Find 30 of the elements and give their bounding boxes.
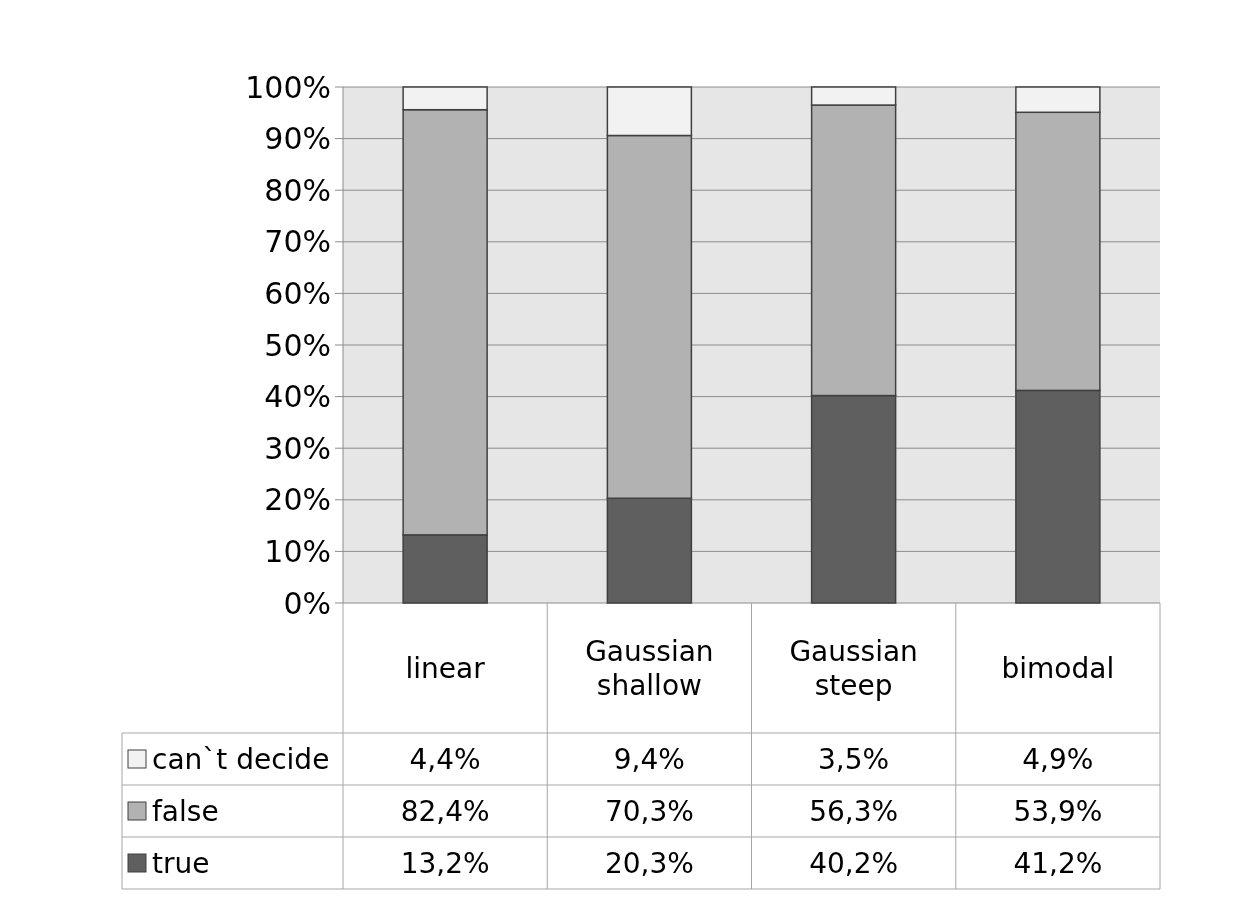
y-tick-label: 10% xyxy=(264,533,331,569)
data-label: 4,4% xyxy=(409,742,481,776)
y-tick-label: 50% xyxy=(264,327,331,363)
legend-label: false xyxy=(152,794,219,828)
data-label: 9,4% xyxy=(613,742,685,776)
x-tick-label: bimodal xyxy=(1001,651,1115,685)
y-tick-label: 70% xyxy=(264,224,331,260)
legend-label: true xyxy=(152,846,210,880)
data-label: 41,2% xyxy=(1013,846,1103,880)
data-label: 20,3% xyxy=(604,846,694,880)
legend-label: can`t decide xyxy=(152,742,330,776)
x-tick-label: linear xyxy=(405,651,486,685)
y-tick-label: 90% xyxy=(264,121,331,157)
data-label: 4,9% xyxy=(1022,742,1094,776)
y-tick-label: 80% xyxy=(264,172,331,208)
data-label: 56,3% xyxy=(809,794,899,828)
y-tick-label: 60% xyxy=(264,275,331,311)
data-label: 3,5% xyxy=(818,742,890,776)
data-label: 82,4% xyxy=(400,794,490,828)
data-label: 40,2% xyxy=(809,846,899,880)
y-tick-label: 30% xyxy=(264,430,331,466)
x-tick-label: Gaussian steep xyxy=(789,634,918,702)
y-tick-label: 100% xyxy=(245,69,331,105)
x-tick-label: Gaussian shallow xyxy=(585,634,714,702)
data-label: 13,2% xyxy=(400,846,490,880)
y-tick-label: 40% xyxy=(264,379,331,415)
y-tick-label: 0% xyxy=(283,585,331,621)
y-tick-label: 20% xyxy=(264,482,331,518)
data-label: 70,3% xyxy=(604,794,694,828)
data-label: 53,9% xyxy=(1013,794,1103,828)
